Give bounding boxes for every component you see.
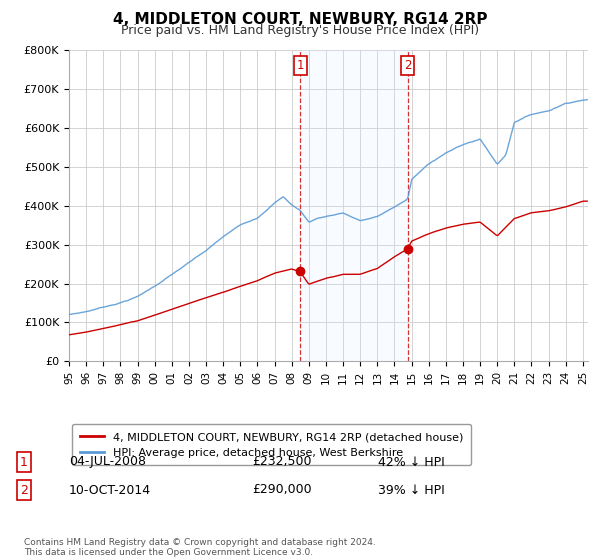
- Text: 04-JUL-2008: 04-JUL-2008: [69, 455, 146, 469]
- Text: 2: 2: [404, 59, 412, 72]
- Text: £290,000: £290,000: [252, 483, 311, 497]
- Bar: [300, 50, 407, 361]
- Legend: 4, MIDDLETON COURT, NEWBURY, RG14 2RP (detached house), HPI: Average price, deta: 4, MIDDLETON COURT, NEWBURY, RG14 2RP (d…: [72, 424, 471, 465]
- Text: 1: 1: [296, 59, 304, 72]
- Text: Contains HM Land Registry data © Crown copyright and database right 2024.
This d: Contains HM Land Registry data © Crown c…: [24, 538, 376, 557]
- Text: Price paid vs. HM Land Registry's House Price Index (HPI): Price paid vs. HM Land Registry's House …: [121, 24, 479, 36]
- Text: £232,500: £232,500: [252, 455, 311, 469]
- Text: 39% ↓ HPI: 39% ↓ HPI: [378, 483, 445, 497]
- Text: 10-OCT-2014: 10-OCT-2014: [69, 483, 151, 497]
- Text: 42% ↓ HPI: 42% ↓ HPI: [378, 455, 445, 469]
- Text: 1: 1: [20, 455, 28, 469]
- Text: 2: 2: [20, 483, 28, 497]
- Text: 4, MIDDLETON COURT, NEWBURY, RG14 2RP: 4, MIDDLETON COURT, NEWBURY, RG14 2RP: [113, 12, 487, 27]
